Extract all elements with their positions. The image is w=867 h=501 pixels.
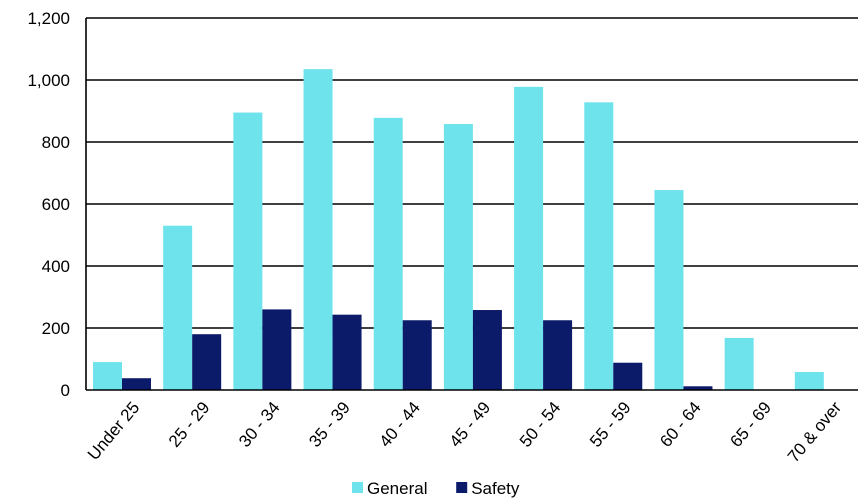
x-tick-label: 65 - 69: [726, 398, 775, 451]
y-tick-label: 0: [61, 381, 70, 400]
legend-label-safety: Safety: [471, 479, 520, 498]
y-tick-label: 800: [42, 133, 70, 152]
bar-general: [303, 69, 333, 391]
bar-safety: [122, 378, 151, 390]
x-tick-label: 40 - 44: [375, 398, 424, 451]
bar-safety: [613, 362, 643, 390]
bar-safety: [472, 310, 502, 390]
bar-general: [163, 225, 193, 390]
x-tick-label: 55 - 59: [586, 398, 635, 451]
x-tick-labels: Under 25 25 - 29 30 - 34 35 - 39 40 - 44 45 -…: [84, 398, 846, 466]
bar-general: [514, 86, 544, 390]
axes: [85, 18, 858, 391]
bar-general: [233, 112, 263, 391]
bar-general: [373, 117, 403, 390]
bar-general: [443, 124, 473, 391]
bar-general: [724, 337, 754, 390]
legend-swatch-general: [352, 482, 363, 493]
legend: General Safety: [352, 479, 520, 498]
y-tick-label: 600: [42, 195, 70, 214]
bars: [93, 69, 824, 391]
x-tick-label: 25 - 29: [165, 398, 214, 451]
y-tick-label: 1,200: [27, 9, 70, 28]
y-tick-labels: 0 200 400 600 800 1,000 1,200: [27, 9, 70, 400]
bar-safety: [332, 314, 362, 390]
x-tick-label: Under 25: [84, 398, 144, 464]
x-tick-label: 60 - 64: [656, 398, 705, 451]
legend-swatch-safety: [456, 482, 468, 493]
bar-safety: [683, 386, 713, 390]
x-tick-label: 45 - 49: [446, 398, 495, 451]
bar-safety: [192, 334, 222, 390]
bar-general: [93, 362, 122, 390]
y-tick-label: 400: [42, 257, 70, 276]
x-tick-label: 30 - 34: [235, 398, 284, 451]
bar-general: [794, 372, 824, 390]
x-tick-label: 35 - 39: [305, 398, 354, 451]
bar-safety: [543, 320, 573, 390]
bar-general: [584, 102, 614, 390]
x-tick-label: 70 & over: [784, 398, 846, 466]
bar-safety: [402, 320, 432, 390]
y-tick-label: 1,000: [27, 71, 70, 90]
legend-label-general: General: [367, 479, 427, 498]
bar-general: [654, 190, 684, 390]
y-tick-label: 200: [42, 319, 70, 338]
x-tick-label: 50 - 54: [516, 398, 565, 451]
bar-safety: [262, 309, 292, 390]
